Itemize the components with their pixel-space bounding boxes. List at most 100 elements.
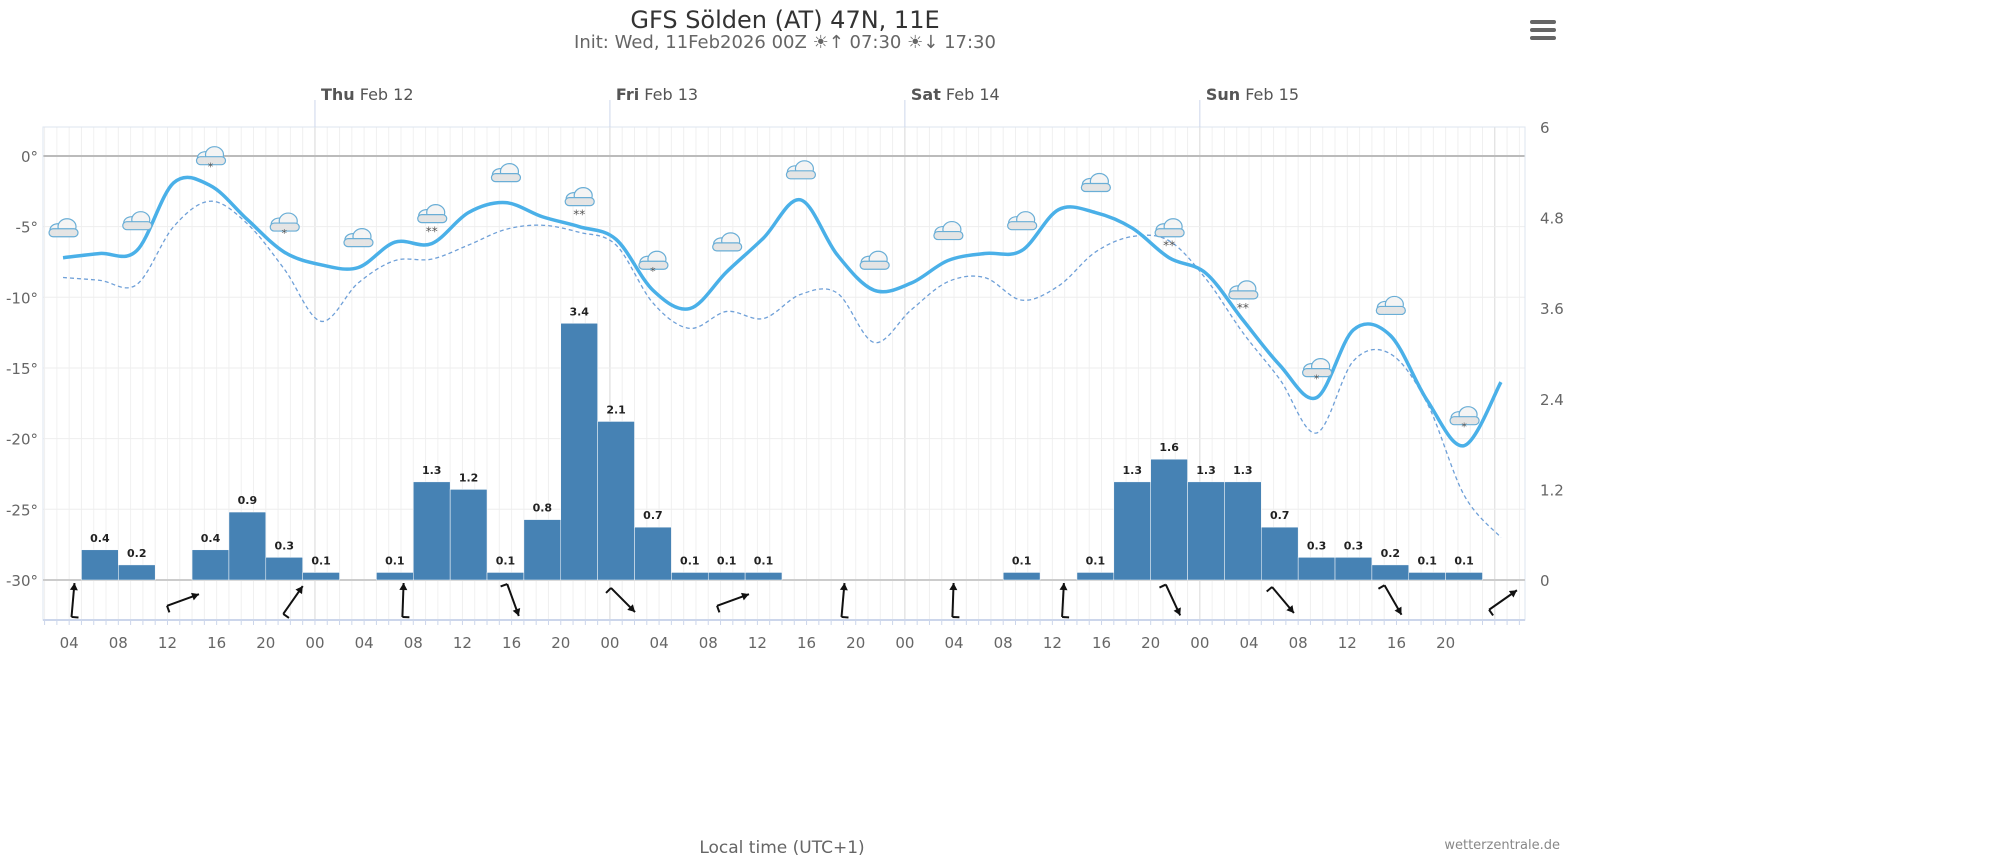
precipitation-bar — [560, 323, 598, 581]
precipitation-data-label: 0.1 — [1012, 554, 1032, 567]
cloud-snow-icon: ** — [417, 204, 448, 239]
cloud-icon — [48, 218, 79, 238]
chart-title: GFS Sölden (AT) 47N, 11E — [630, 6, 940, 34]
x-tick-label: 20 — [1436, 634, 1455, 652]
x-tick-label: 04 — [1239, 634, 1258, 652]
sunrise-time: 07:30 — [849, 32, 902, 53]
cloud-light-snow-icon: * — [1301, 358, 1333, 386]
wind-arrow-icon — [1059, 582, 1070, 619]
y-right-tick-label: 2.4 — [1540, 391, 1564, 409]
x-tick-label: 20 — [1141, 634, 1160, 652]
precipitation-bar — [81, 549, 119, 581]
precipitation-data-label: 1.3 — [1196, 464, 1216, 477]
svg-text:*: * — [650, 265, 656, 278]
y-left-tick-label: -5° — [16, 219, 38, 237]
precipitation-data-label: 2.1 — [606, 403, 626, 416]
y-left-tick-label: -10° — [6, 289, 38, 307]
wind-arrow-icon — [716, 592, 750, 613]
y-left-tick-label: 0° — [21, 148, 38, 166]
precipitation-bar — [1187, 481, 1225, 581]
x-tick-label: 00 — [305, 634, 324, 652]
precipitation-data-label: 0.1 — [680, 554, 700, 567]
precipitation-bar — [302, 572, 340, 581]
wind-arrow-icon — [399, 582, 410, 619]
y-left-tick-label: -20° — [6, 431, 38, 449]
precipitation-bar — [707, 572, 746, 581]
wind-arrow-icon — [1377, 584, 1403, 616]
sunset-icon: ☀↓ — [907, 32, 939, 53]
y-right-tick-label: 3.6 — [1540, 300, 1564, 318]
precipitation-bar — [265, 557, 303, 581]
cloud-icon — [122, 211, 153, 231]
precipitation-data-label: 1.3 — [422, 464, 442, 477]
sunrise-icon: ☀↑ — [812, 32, 844, 53]
cloud-light-snow-icon: * — [1449, 406, 1480, 434]
y-right-tick-label: 6 — [1540, 119, 1550, 137]
cloud-icon — [343, 228, 374, 248]
x-tick-label: 12 — [158, 634, 177, 652]
precipitation-data-label: 0.7 — [643, 509, 663, 522]
cloud-icon — [1007, 211, 1038, 231]
cloud-light-snow-icon: * — [638, 250, 669, 278]
y-right-tick-label: 0 — [1540, 572, 1550, 590]
day-name: Sat — [911, 85, 941, 104]
precipitation-bar — [1113, 481, 1151, 581]
wind-arrow-icon — [1488, 589, 1518, 617]
hamburger-menu-icon[interactable] — [1530, 20, 1556, 44]
day-label: Thu Feb 12 — [321, 85, 414, 104]
precipitation-bar — [1334, 557, 1373, 581]
precipitation-bar — [228, 511, 267, 581]
x-tick-label: 20 — [256, 634, 275, 652]
wind-arrow-icon — [1159, 583, 1182, 616]
cloud-icon — [933, 220, 964, 241]
x-tick-label: 00 — [600, 634, 619, 652]
x-tick-label: 16 — [1092, 634, 1111, 652]
init-time: Init: Wed, 11Feb2026 00Z — [574, 32, 807, 53]
cloud-icon — [1080, 172, 1111, 193]
y-right-tick-label: 1.2 — [1540, 481, 1564, 499]
chart-subtitle: Init: Wed, 11Feb2026 00Z ☀↑ 07:30 ☀↓ 17:… — [0, 32, 1570, 53]
day-date: Feb 15 — [1240, 85, 1299, 104]
day-label: Fri Feb 13 — [616, 85, 698, 104]
precipitation-data-label: 0.1 — [385, 554, 405, 567]
x-axis-title: Local time (UTC+1) — [699, 838, 864, 857]
wind-arrow-icon — [69, 582, 79, 619]
precipitation-bar — [486, 572, 525, 581]
precipitation-bar — [1224, 481, 1262, 581]
cloud-snow-icon: ** — [1154, 218, 1185, 253]
precipitation-data-label: 0.1 — [754, 554, 774, 567]
sunset-time: 17:30 — [944, 32, 996, 53]
precipitation-data-label: 1.6 — [1159, 441, 1179, 454]
precipitation-data-label: 0.3 — [1344, 539, 1364, 552]
x-tick-label: 12 — [748, 634, 767, 652]
cloud-light-snow-icon: * — [195, 146, 227, 174]
temperature-dashed-line — [62, 200, 1502, 538]
precipitation-data-label: 1.3 — [1233, 464, 1253, 477]
wind-arrow-icon — [500, 583, 521, 617]
x-tick-label: 04 — [944, 634, 963, 652]
precipitation-bar — [449, 489, 488, 581]
x-tick-label: 04 — [650, 634, 669, 652]
day-label: Sun Feb 15 — [1206, 85, 1299, 104]
svg-text:**: ** — [573, 208, 585, 222]
x-tick-label: 08 — [1289, 634, 1308, 652]
x-tick-label: 08 — [994, 634, 1013, 652]
precipitation-bar — [634, 526, 672, 581]
precipitation-bar — [1076, 572, 1115, 581]
x-tick-label: 08 — [699, 634, 718, 652]
precipitation-data-label: 0.1 — [1454, 554, 1474, 567]
precipitation-bar — [118, 564, 156, 581]
svg-text:*: * — [208, 161, 214, 174]
day-name: Thu — [321, 85, 355, 104]
wind-arrow-icon — [949, 582, 960, 619]
y-left-tick-label: -30° — [6, 572, 38, 590]
cloud-snow-icon: ** — [1228, 280, 1259, 315]
precipitation-bar — [1297, 557, 1336, 581]
day-date: Feb 14 — [941, 85, 1000, 104]
precipitation-bar — [744, 572, 783, 581]
x-tick-label: 04 — [60, 634, 79, 652]
precipitation-bar — [1002, 572, 1041, 581]
wind-arrow-icon — [839, 582, 849, 619]
credit-link[interactable]: wetterzentrale.de — [1444, 838, 1560, 853]
